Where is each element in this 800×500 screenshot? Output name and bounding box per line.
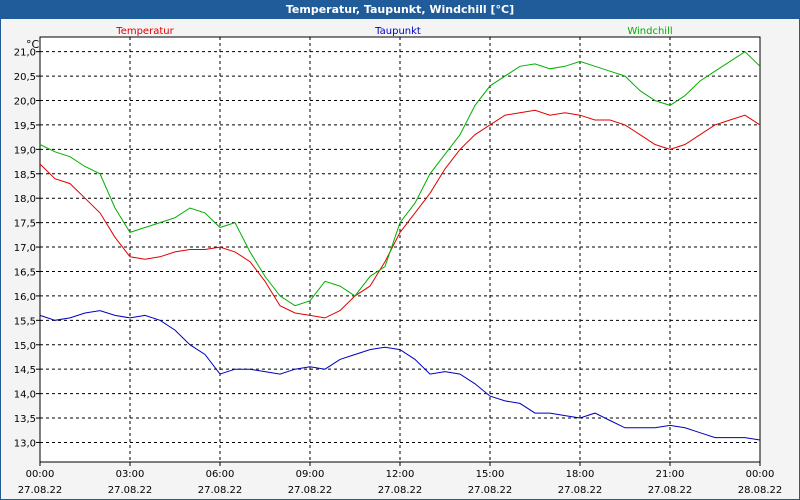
x-tick-date-label: 27.08.22 [558,485,603,496]
x-tick-date-label: 27.08.22 [198,485,243,496]
legend-windchill: Windchill [627,26,672,37]
x-tick-date-label: 27.08.22 [288,485,333,496]
chart-title: Temperatur, Taupunkt, Windchill [°C] [1,1,799,19]
x-tick-date-label: 27.08.22 [108,485,153,496]
x-tick-time-label: 21:00 [656,469,685,480]
x-tick-time-label: 03:00 [116,469,145,480]
y-tick-label: 16,5 [14,267,36,278]
x-tick-date-label: 27.08.22 [18,485,63,496]
y-tick-label: 16,0 [14,292,36,303]
x-tick-time-label: 06:00 [206,469,235,480]
x-tick-time-label: 09:00 [296,469,325,480]
y-tick-label: 15,5 [14,316,36,327]
y-tick-label: 17,5 [14,219,36,230]
legend-temperatur: Temperatur [115,26,174,37]
x-tick-time-label: 00:00 [746,469,775,480]
x-tick-date-label: 27.08.22 [468,485,513,496]
y-tick-label: 21,0 [14,48,36,59]
series-line-windchill [39,51,761,307]
y-tick-label: 15,0 [14,341,36,352]
series-line-temperatur [39,109,761,319]
y-axis-unit-label: °C [26,38,40,51]
y-tick-label: 20,0 [14,97,36,108]
y-tick-label: 20,5 [14,72,36,83]
y-tick-label: 14,5 [14,365,36,376]
x-tick-time-label: 12:00 [386,469,415,480]
y-tick-label: 18,5 [14,170,36,181]
legend-taupunkt: Taupunkt [374,26,421,37]
y-tick-label: 19,0 [14,145,36,156]
y-tick-label: 18,0 [14,194,36,205]
x-tick-date-label: 27.08.22 [378,485,423,496]
x-tick-date-label: 27.08.22 [648,485,693,496]
y-tick-label: 13,0 [14,438,36,449]
x-tick-date-label: 28.08.22 [738,485,783,496]
series-line-taupunkt [39,310,761,441]
y-tick-label: 17,0 [14,243,36,254]
y-tick-label: 13,5 [14,414,36,425]
x-tick-time-label: 18:00 [566,469,595,480]
x-tick-time-label: 00:00 [26,469,55,480]
y-tick-label: 19,5 [14,121,36,132]
y-tick-label: 14,0 [14,390,36,401]
x-tick-time-label: 15:00 [476,469,505,480]
